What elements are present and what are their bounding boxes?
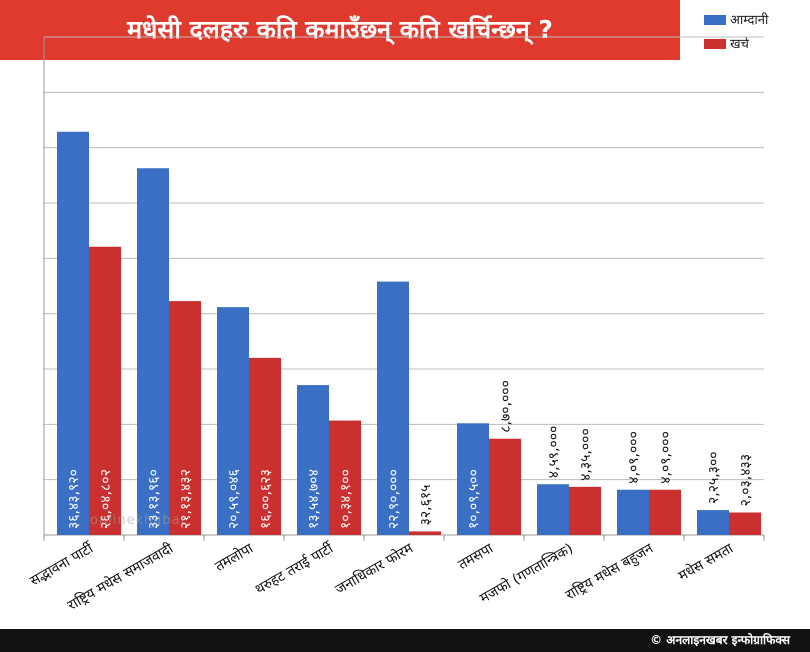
bar-expense: [409, 531, 441, 535]
x-tick-label: तमलोपा: [212, 540, 256, 575]
x-tick-label: सद्भावना पार्टी: [27, 539, 97, 589]
bar-income: [137, 168, 169, 535]
chart-legend: आम्दानी खर्च: [700, 6, 805, 62]
data-label: २,०३,४३३: [738, 454, 754, 507]
bar-expense: [729, 512, 761, 535]
bar-income: [537, 484, 569, 535]
bar-income: [457, 423, 489, 535]
footer-bar: © अनलाइनखबर इन्फोग्राफिक्स: [0, 629, 810, 652]
bar-expense: [649, 489, 681, 535]
data-label: २,२५,३००: [706, 451, 722, 504]
legend-label-income: आम्दानी: [730, 13, 769, 28]
x-tick-label: राष्ट्रिय मधेस बहुजन: [562, 540, 656, 605]
bar-expense: [169, 301, 201, 535]
legend-item-expense: खर्च: [700, 34, 805, 54]
bar-income: [297, 385, 329, 535]
data-label: २१,१३,४३२: [178, 469, 194, 529]
bar-income: [617, 489, 649, 535]
bar-expense: [489, 438, 521, 535]
bar-expense: [249, 357, 281, 535]
bar-income: [57, 131, 89, 536]
watermark-text: onlinekhabar: [90, 513, 187, 528]
data-label: २६,०४,८०२: [98, 469, 114, 529]
bar-expense: [89, 246, 121, 536]
x-tick-label: थरुहट तराई पार्टी: [252, 539, 337, 598]
legend-swatch-income: [704, 15, 726, 25]
legend-item-income: आम्दानी: [700, 10, 805, 30]
data-label: १०,०९,५००: [466, 469, 482, 529]
data-label: ४,०९,०००: [626, 431, 642, 484]
bar-income: [217, 307, 249, 535]
legend-swatch-expense: [704, 39, 726, 49]
data-label: २२,९०,०००: [386, 469, 402, 529]
bar-expense: [569, 486, 601, 535]
legend-label-expense: खर्च: [730, 37, 749, 52]
bar-expense: [329, 420, 361, 535]
data-label: ४,०९,०००: [658, 431, 674, 484]
bar-income: [377, 281, 409, 535]
data-label: २०,५९,०४६: [226, 469, 242, 529]
x-tick-label: जनाधिकार फोरम: [332, 539, 416, 598]
data-label: ३६,४३,९२०: [66, 469, 82, 529]
title-banner: [0, 0, 680, 60]
chart-title: मधेसी दलहरु कति कमाउँछन् कति खर्चिन्छन् …: [127, 15, 553, 44]
data-label: ३३,१३,९६०: [146, 469, 162, 529]
x-tick-label: तमसपा: [456, 540, 497, 573]
data-label: ४,३५,०००: [578, 428, 594, 481]
x-tick-label: मधेस समता: [675, 540, 736, 585]
data-label: १६,००,६२३: [258, 469, 274, 529]
data-label: ३२,६१५: [418, 485, 434, 526]
data-label: ४,५९,०००: [546, 426, 562, 479]
data-label: १३,५४,७०४: [306, 469, 322, 529]
bar-income: [697, 510, 729, 535]
data-label: १०,३४,१००: [338, 469, 354, 529]
data-label: ८,७०,०००: [498, 380, 514, 433]
footer-credit: © अनलाइनखबर इन्फोग्राफिक्स: [650, 633, 790, 647]
